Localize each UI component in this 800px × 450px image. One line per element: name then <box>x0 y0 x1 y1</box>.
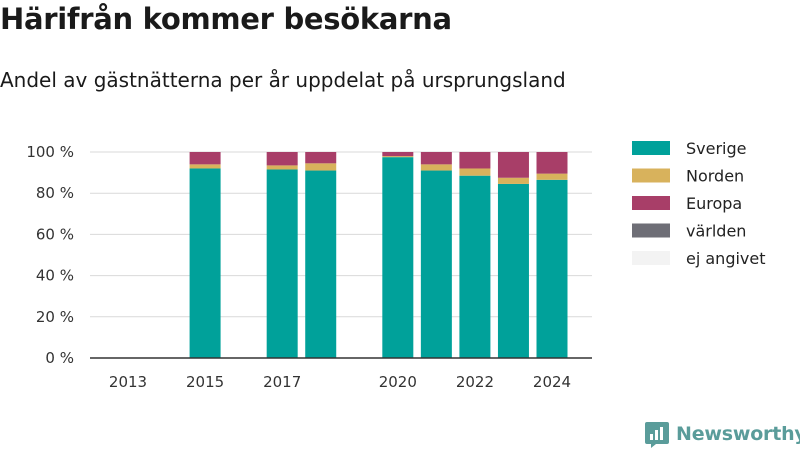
bar-segment-europa-2023 <box>497 152 529 178</box>
legend-label: världen <box>686 222 746 241</box>
legend-swatch <box>632 168 670 183</box>
brand-name: Newsworthy <box>676 423 800 445</box>
bar-segment-europa-2020 <box>382 152 414 157</box>
chart-title: Härifrån kommer besökarna <box>0 2 452 36</box>
legend-label: ej angivet <box>686 249 766 268</box>
x-tick-label: 2024 <box>533 373 571 391</box>
legend: Sverige Norden Europa världen ej angivet <box>632 139 766 268</box>
bar-segment-norden-2018 <box>305 163 337 171</box>
bar-segment-sverige-2021 <box>420 170 452 358</box>
bar-segment-europa-2021 <box>420 152 452 165</box>
legend-label: Sverige <box>686 139 747 158</box>
bar-segment-norden-2015 <box>189 164 221 169</box>
bar-segment-sverige-2020 <box>382 157 414 358</box>
newsworthy-logo-icon <box>645 422 669 448</box>
bar-segment-sverige-2022 <box>459 175 491 358</box>
bar-segment-europa-2022 <box>459 152 491 169</box>
bars <box>189 152 568 358</box>
bar-segment-norden-2023 <box>497 177 529 184</box>
bar-segment-norden-2022 <box>459 168 491 176</box>
y-tick-label: 0 % <box>45 349 74 367</box>
legend-swatch <box>632 141 670 155</box>
x-tick-label: 2013 <box>109 373 147 391</box>
legend-swatch <box>632 196 670 210</box>
bar-segment-europa-2015 <box>189 152 221 165</box>
bar-segment-norden-2021 <box>420 164 452 171</box>
y-tick-label: 20 % <box>36 308 74 326</box>
legend-swatch <box>632 223 670 238</box>
bar-segment-europa-2017 <box>266 152 298 166</box>
legend-label: Norden <box>686 167 744 186</box>
y-tick-label: 80 % <box>36 184 74 202</box>
legend-label: Europa <box>686 194 742 213</box>
brand-logo[interactable]: Newsworthy <box>644 419 800 449</box>
legend-swatch <box>632 251 670 265</box>
bar-segment-sverige-2024 <box>536 179 568 358</box>
bar-segment-norden-2024 <box>536 173 568 180</box>
y-tick-label: 40 % <box>36 267 74 285</box>
bar-segment-sverige-2018 <box>305 170 337 358</box>
bar-segment-europa-2018 <box>305 152 337 164</box>
bar-segment-sverige-2017 <box>266 169 298 358</box>
bar-segment-norden-2017 <box>266 165 298 170</box>
x-tick-label: 2017 <box>263 373 301 391</box>
y-tick-label: 100 % <box>26 143 74 161</box>
chart-subtitle: Andel av gästnätterna per år uppdelat på… <box>0 68 566 92</box>
bar-segment-sverige-2015 <box>189 168 221 358</box>
x-tick-label: 2020 <box>379 373 417 391</box>
bar-segment-norden-2020 <box>382 156 414 158</box>
x-tick-label: 2022 <box>456 373 494 391</box>
y-tick-label: 60 % <box>36 225 74 243</box>
y-axis-labels: 0 % 20 % 40 % 60 % 80 % 100 % <box>26 143 74 367</box>
x-tick-label: 2015 <box>186 373 224 391</box>
bar-segment-europa-2024 <box>536 152 568 174</box>
x-axis-labels: 2013 2015 2017 2020 2022 2024 <box>109 373 571 391</box>
bar-segment-sverige-2023 <box>497 183 529 358</box>
